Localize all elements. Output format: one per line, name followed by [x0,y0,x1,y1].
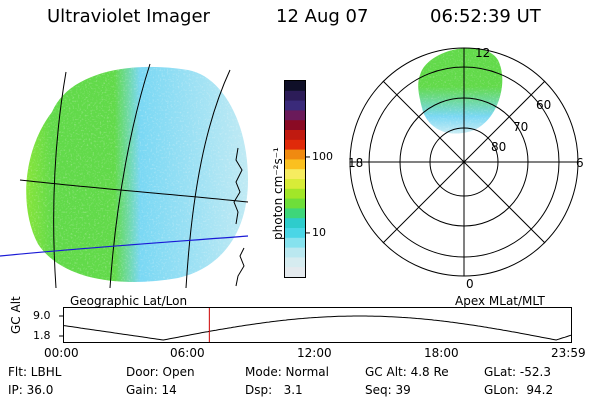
colorbar [284,80,310,278]
polar-caption: Apex MLat/MLT [455,294,545,308]
colorbar-cell [285,237,305,249]
time-tick-label: 12:00 [297,346,332,360]
meridian [185,69,231,289]
geographic-longitude: GLon: 94.2 [484,383,554,397]
geographic-latitude: GLat: -52.3 [484,365,551,379]
colorbar-cell [285,198,305,209]
colorbar-cell [285,179,305,190]
sequence-value: Seq: 39 [365,383,411,397]
colorbar-cell [285,247,305,258]
altitude-axis-label: GC Alt [9,296,23,334]
parallel-highlight [0,235,249,257]
colorbar-cell [285,149,305,160]
ip-value: IP: 36.0 [8,383,54,397]
mlt-spokes [350,48,578,276]
altitude-y-ticks [59,315,64,337]
colorbar-cell [285,188,305,200]
colorbar-cell [285,208,305,219]
geo-intensity-map [26,66,249,282]
mode-value: Mode: Normal [245,365,329,379]
instrument-title: Ultraviolet Imager [47,6,210,27]
altitude-timeline [59,307,572,343]
geographic-image [0,63,249,289]
colorbar-cell [285,139,305,151]
mlt-label-dusk: 18 [348,156,364,170]
colorbar-cell [285,218,305,229]
colorbar-cell [285,159,305,170]
altitude-tick-label: 9.0 [33,309,51,322]
mlat-label: 60 [536,98,552,112]
colorbar-cell [285,228,305,239]
colorbar-cell [285,130,305,141]
observation-time: 06:52:39 UT [430,6,541,27]
door-status: Door: Open [126,365,195,379]
observation-date: 12 Aug 07 [276,6,369,27]
colorbar-cell [285,267,305,278]
colorbar-cell [285,100,305,111]
time-tick-label: 06:00 [170,346,205,360]
time-tick-label: 18:00 [424,346,459,360]
colorbar-cell [285,81,305,92]
dsp-value: Dsp: 3.1 [245,383,303,397]
mlt-label-noon: 12 [475,46,491,60]
time-tick-label: 23:59 [551,346,586,360]
mlat-label: 80 [491,140,507,154]
colorbar-tick-label: 100 [312,149,333,163]
geographic-caption: Geographic Lat/Lon [70,294,188,308]
colorbar-label: photon cm⁻²s⁻¹ [271,147,285,240]
colorbar-tick-label: 10 [312,225,326,239]
meridian [53,71,67,289]
gain-value: Gain: 14 [126,383,177,397]
colorbar-cell [285,257,305,268]
mlt-label-midnight: 0 [466,277,474,291]
parallel [19,179,249,203]
gc-altitude-value: GC Alt: 4.8 Re [365,365,449,379]
mlt-label-dawn: 6 [576,156,584,170]
polar-plot [349,47,579,277]
coastline [233,147,243,225]
colorbar-cell [285,90,305,102]
time-tick-label: 00:00 [44,346,79,360]
meridian [109,63,151,289]
altitude-curve [63,315,572,341]
mlat-label: 70 [513,120,529,134]
filter-value: Flt: LBHL [8,365,62,379]
coastline-south [235,247,245,287]
colorbar-cell [285,110,305,121]
altitude-tick-label: 1.8 [33,329,51,342]
colorbar-cell [285,169,305,180]
polar-intensity-map [418,48,503,134]
altitude-plot-frame [63,307,572,343]
colorbar-cell [285,120,305,131]
